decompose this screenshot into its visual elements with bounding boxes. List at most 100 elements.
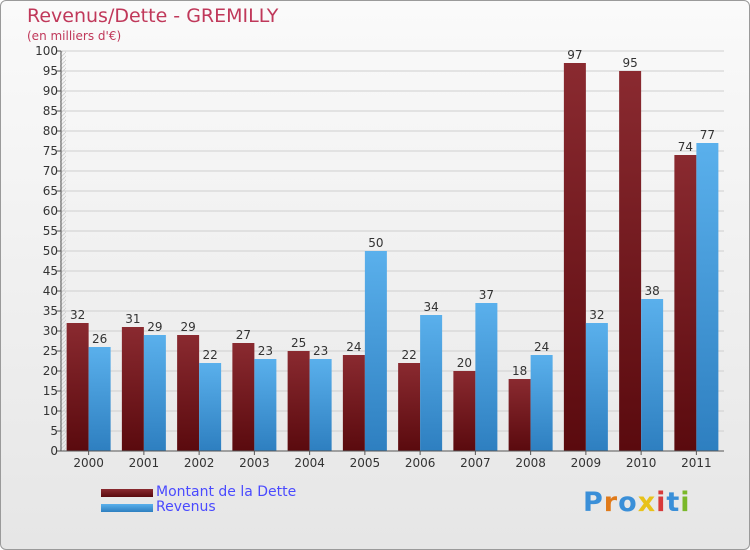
logo-letter: r bbox=[603, 487, 619, 518]
data-label-revenus: 34 bbox=[423, 300, 438, 314]
bar-dette bbox=[619, 71, 642, 451]
proxiti-logo: Proxiti bbox=[583, 487, 691, 518]
y-axis: 0 5 10 15 20 25 30 35 40 45 50 55 60 65 70 75 80 85 90 95 10… bbox=[35, 44, 62, 458]
data-label-dette: 31 bbox=[125, 312, 140, 326]
chart-subtitle: (en milliers d'€) bbox=[27, 29, 122, 43]
data-label-dette: 27 bbox=[236, 328, 251, 342]
data-label-revenus: 26 bbox=[92, 332, 107, 346]
x-tick-label: 2009 bbox=[571, 456, 602, 470]
chart-title: Revenus/Dette - GREMILLY bbox=[27, 5, 279, 27]
y-tick-label: 25 bbox=[43, 344, 58, 358]
bar-dette bbox=[674, 155, 697, 451]
x-tick-label: 2010 bbox=[626, 456, 657, 470]
x-tick-label: 2005 bbox=[350, 456, 381, 470]
bar-dette bbox=[342, 355, 365, 451]
y-tick-label: 10 bbox=[43, 404, 58, 418]
x-tick-label: 2004 bbox=[294, 456, 325, 470]
y-tick-label: 65 bbox=[43, 184, 58, 198]
data-label-revenus: 29 bbox=[147, 320, 162, 334]
x-tick-label: 2000 bbox=[73, 456, 104, 470]
bar-revenus bbox=[641, 299, 664, 451]
y-tick-label: 90 bbox=[43, 84, 58, 98]
data-label-revenus: 22 bbox=[202, 348, 217, 362]
x-tick-label: 2011 bbox=[681, 456, 712, 470]
bars: 32 26 31 29 29 22 27 23 25 23 24 50 22 34 20 37 18 24 97 32… bbox=[66, 48, 719, 451]
data-label-dette: 18 bbox=[512, 364, 527, 378]
y-tick-label: 55 bbox=[43, 224, 58, 238]
logo-letter: i bbox=[680, 487, 691, 518]
y-tick-label: 30 bbox=[43, 324, 58, 338]
legend-swatch-revenus bbox=[101, 504, 153, 512]
y-tick-label: 35 bbox=[43, 304, 58, 318]
x-tick-label: 2001 bbox=[129, 456, 160, 470]
y-tick-label: 20 bbox=[43, 364, 58, 378]
gridlines bbox=[60, 50, 724, 452]
bar-revenus bbox=[420, 315, 443, 451]
x-tick-label: 2007 bbox=[460, 456, 491, 470]
logo-letter: o bbox=[618, 487, 638, 518]
bar-revenus bbox=[585, 323, 608, 451]
logo-letter: P bbox=[583, 487, 604, 518]
logo-letter: x bbox=[637, 487, 657, 518]
data-label-dette: 25 bbox=[291, 336, 306, 350]
data-label-revenus: 38 bbox=[644, 284, 659, 298]
x-tick-label: 2003 bbox=[239, 456, 270, 470]
y-tick-label: 50 bbox=[43, 244, 58, 258]
bar-revenus bbox=[696, 143, 719, 451]
legend-label-dette: Montant de la Dette bbox=[156, 484, 297, 500]
bar-dette bbox=[563, 63, 586, 451]
data-label-dette: 95 bbox=[622, 56, 637, 70]
bar-revenus bbox=[199, 363, 222, 451]
x-tick-label: 2002 bbox=[184, 456, 215, 470]
y-tick-label: 80 bbox=[43, 124, 58, 138]
bar-dette bbox=[287, 351, 310, 451]
data-label-dette: 29 bbox=[180, 320, 195, 334]
data-label-dette: 32 bbox=[70, 308, 85, 322]
x-tick-label: 2006 bbox=[405, 456, 436, 470]
logo-letter: t bbox=[666, 487, 681, 518]
data-label-revenus: 24 bbox=[534, 340, 549, 354]
data-label-dette: 20 bbox=[457, 356, 472, 370]
y-tick-label: 15 bbox=[43, 384, 58, 398]
bar-dette bbox=[177, 335, 200, 451]
bar-revenus bbox=[364, 251, 387, 451]
bar-revenus bbox=[143, 335, 166, 451]
y-tick-label: 45 bbox=[43, 264, 58, 278]
y-tick-label: 70 bbox=[43, 164, 58, 178]
x-axis: 2000 2001 2002 2003 2004 2005 2006 2007 2008 2009… bbox=[61, 450, 724, 470]
y-tick-label: 100 bbox=[35, 44, 58, 58]
data-label-revenus: 50 bbox=[368, 236, 383, 250]
data-label-revenus: 77 bbox=[700, 128, 715, 142]
y-tick-label: 40 bbox=[43, 284, 58, 298]
bar-dette bbox=[508, 379, 531, 451]
data-label-revenus: 23 bbox=[313, 344, 328, 358]
data-label-dette: 74 bbox=[678, 140, 693, 154]
data-label-dette: 24 bbox=[346, 340, 361, 354]
bar-revenus bbox=[254, 359, 277, 451]
bar-dette bbox=[398, 363, 421, 451]
bar-revenus bbox=[530, 355, 553, 451]
bar-dette bbox=[121, 327, 144, 451]
data-label-revenus: 32 bbox=[589, 308, 604, 322]
data-label-dette: 97 bbox=[567, 48, 582, 62]
legend-label-revenus: Revenus bbox=[156, 499, 216, 515]
y-tick-label: 85 bbox=[43, 104, 58, 118]
y-tick-label: 60 bbox=[43, 204, 58, 218]
data-label-dette: 22 bbox=[401, 348, 416, 362]
bar-revenus bbox=[88, 347, 111, 451]
x-tick-label: 2008 bbox=[515, 456, 546, 470]
data-label-revenus: 23 bbox=[258, 344, 273, 358]
bar-dette bbox=[232, 343, 255, 451]
bar-dette bbox=[453, 371, 476, 451]
legend-swatch-dette bbox=[101, 489, 153, 497]
y-tick-label: 95 bbox=[43, 64, 58, 78]
data-label-revenus: 37 bbox=[479, 288, 494, 302]
bar-revenus bbox=[475, 303, 498, 451]
y-tick-label: 0 bbox=[50, 444, 58, 458]
bar-dette bbox=[66, 323, 89, 451]
bar-revenus bbox=[309, 359, 332, 451]
logo-letter: i bbox=[656, 487, 667, 518]
y-tick-label: 5 bbox=[50, 424, 58, 438]
